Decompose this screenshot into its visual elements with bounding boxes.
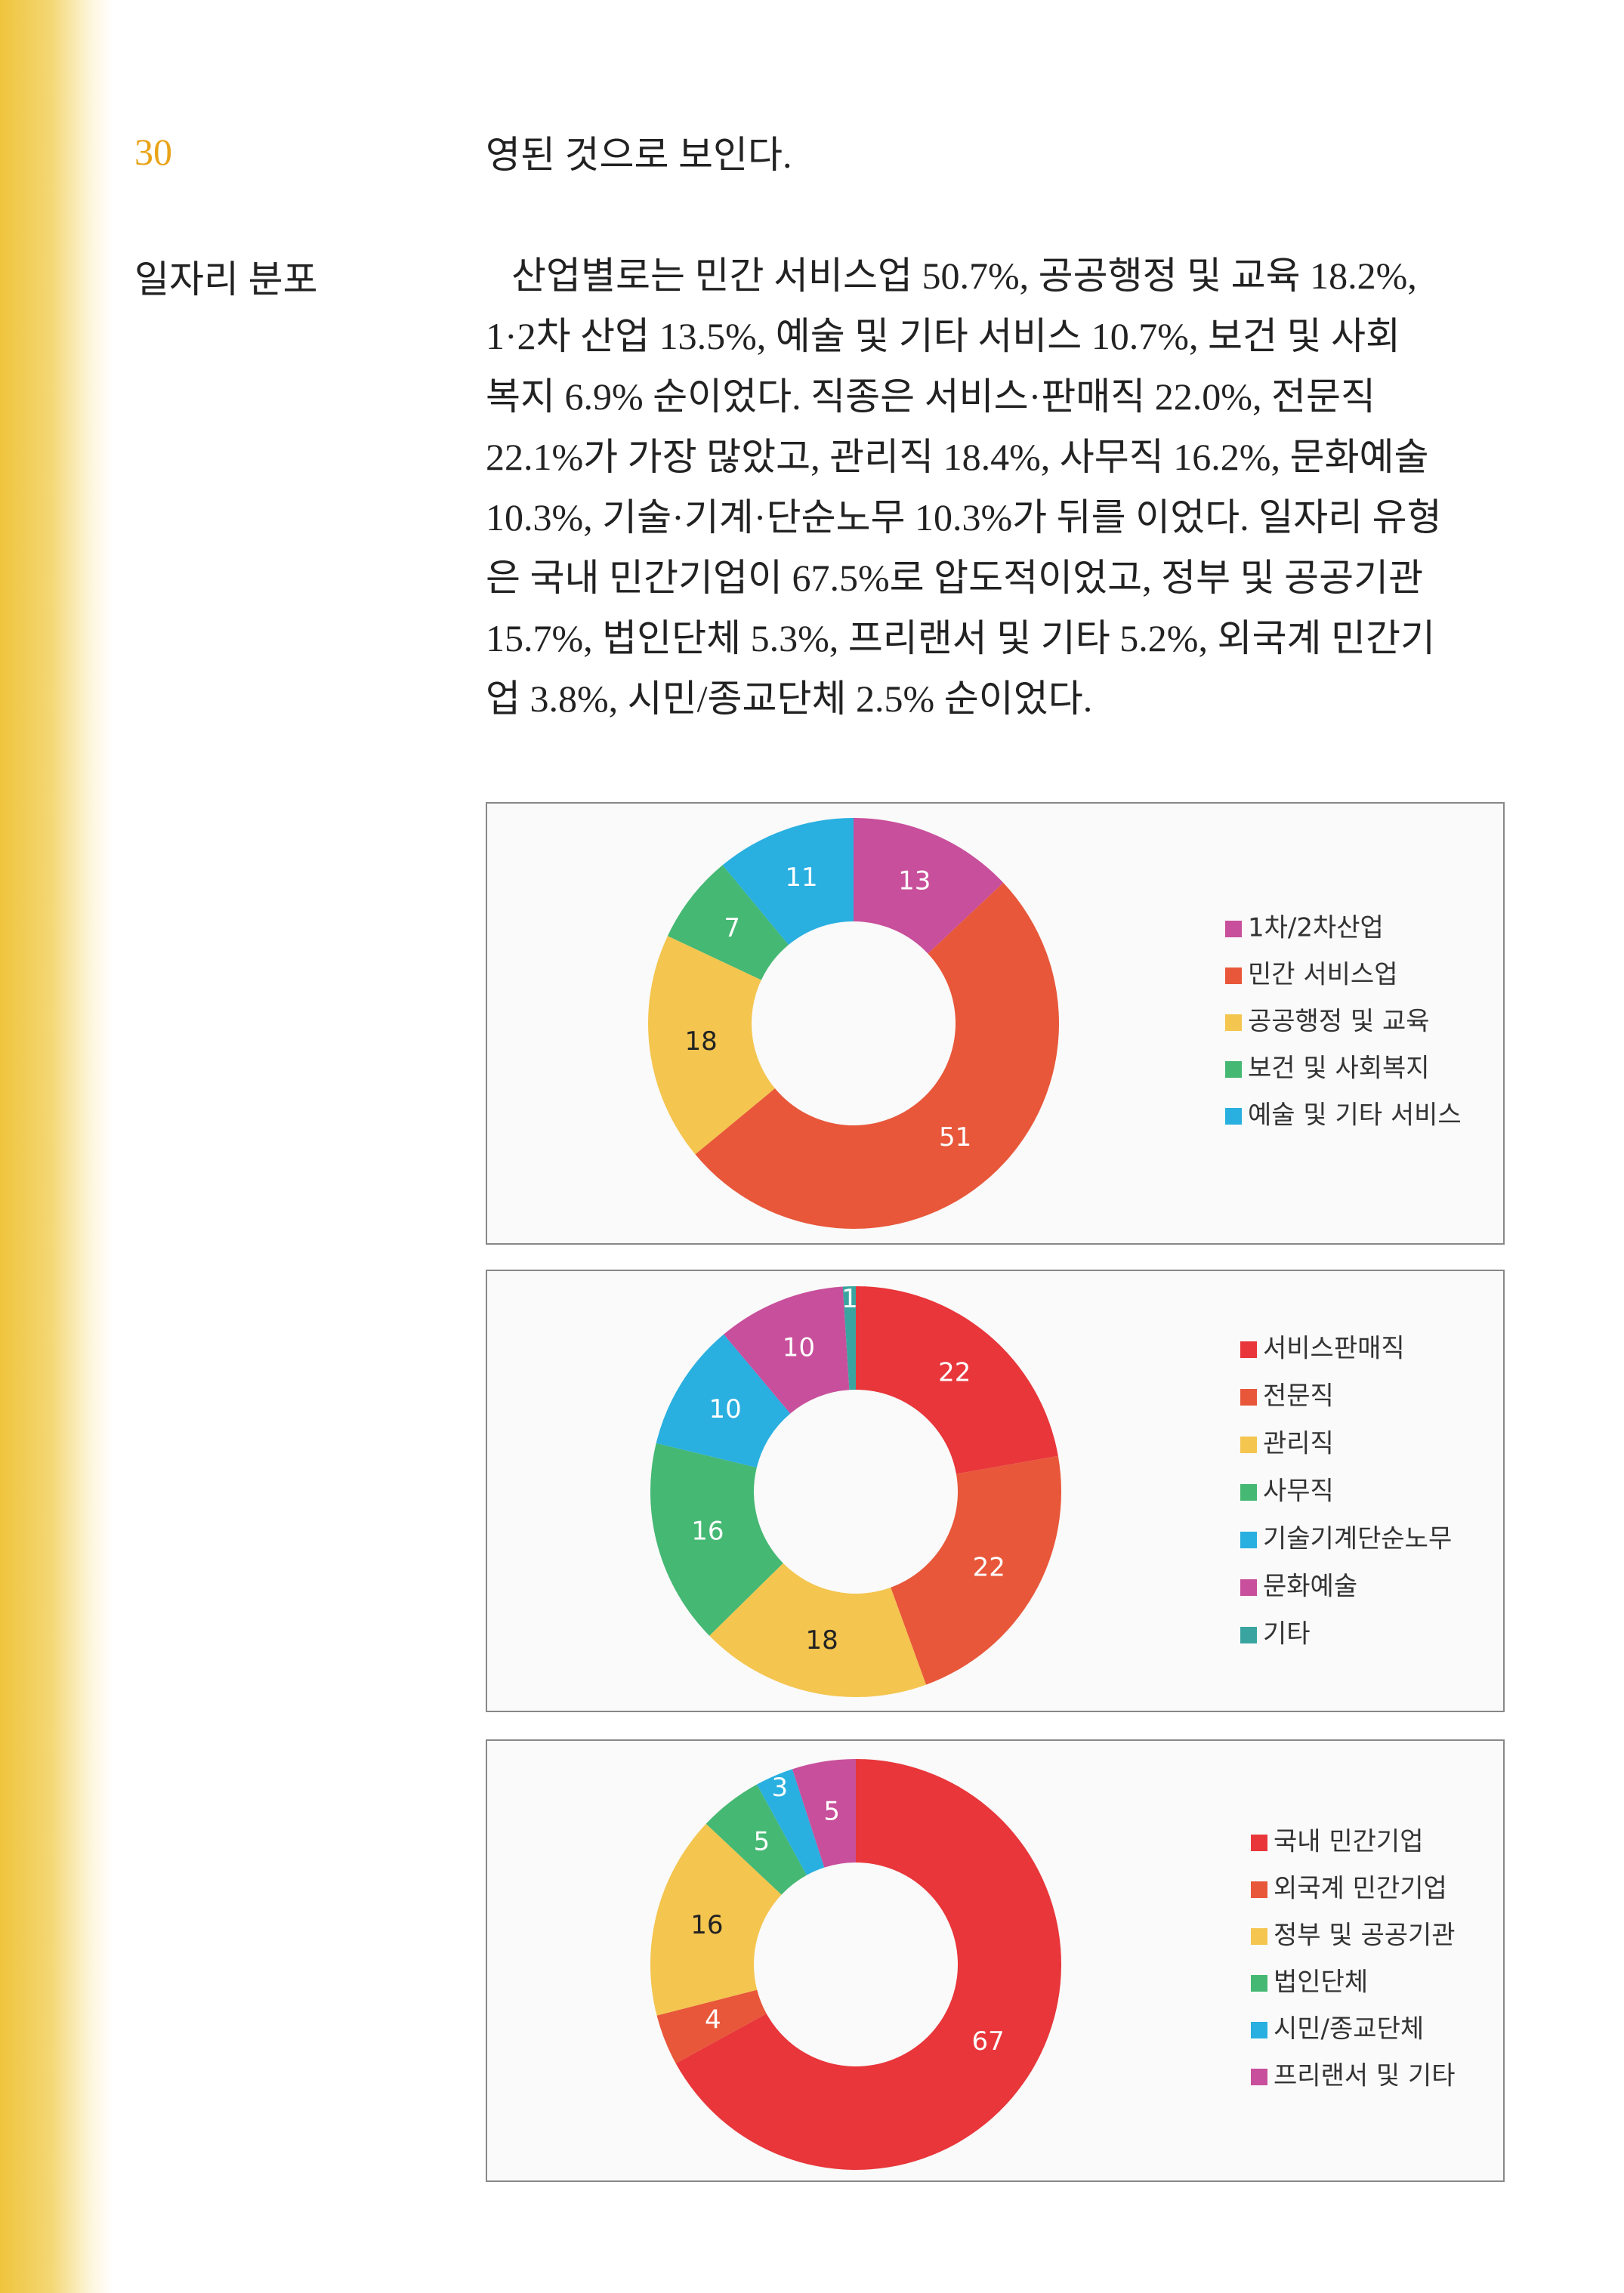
legend-label: 전문직 xyxy=(1263,1381,1334,1412)
legend-label: 문화예술 xyxy=(1263,1572,1357,1602)
legend-swatch xyxy=(1225,1108,1242,1125)
legend-swatch xyxy=(1240,1437,1257,1453)
donut-chart: 22 22 18 16 10 10 1 서비스판매직전문직관리직사무직기술기계단순노무문화예술… xyxy=(650,1284,1452,1697)
legend-label: 정부 및 공공기관 xyxy=(1274,1921,1456,1951)
legend-swatch xyxy=(1225,921,1242,937)
continued-line: 영된 것으로 보인다. xyxy=(486,134,792,176)
data-label: 16 xyxy=(691,1517,724,1547)
donut-slice xyxy=(705,1784,807,1895)
legend-label: 기술기계단순노무 xyxy=(1263,1524,1452,1554)
data-label: 22 xyxy=(938,1358,971,1388)
legend-label: 법인단체 xyxy=(1274,1967,1368,1998)
data-label: 11 xyxy=(785,863,817,893)
paragraph-line: 22.1%가 가장 많았고, 관리직 18.4%, 사무직 16.2%, 문화예… xyxy=(486,436,1429,478)
legend-swatch xyxy=(1225,1014,1242,1031)
legend-label: 서비스판매직 xyxy=(1263,1334,1405,1364)
legend-label: 프리랜서 및 기타 xyxy=(1274,2061,1456,2091)
donut-slice xyxy=(650,1823,782,2016)
data-label: 7 xyxy=(724,913,740,943)
data-label: 13 xyxy=(898,866,931,897)
legend-label: 시민/종교단체 xyxy=(1274,2014,1424,2045)
legend-label: 예술 및 기타 서비스 xyxy=(1248,1100,1462,1131)
donut-slice xyxy=(709,1563,927,1697)
donut-slice xyxy=(792,1759,856,1868)
legend-label: 공공행정 및 교육 xyxy=(1248,1007,1430,1037)
paragraph-line: 1·2차 산업 13.5%, 예술 및 기타 서비스 10.7%, 보건 및 사… xyxy=(486,315,1400,357)
data-label: 5 xyxy=(753,1827,770,1857)
data-label: 51 xyxy=(939,1122,971,1153)
legend-swatch xyxy=(1240,1389,1257,1406)
data-label: 5 xyxy=(823,1797,840,1827)
legend-label: 민간 서비스업 xyxy=(1248,960,1398,990)
legend-swatch xyxy=(1240,1532,1257,1548)
legend-swatch xyxy=(1240,1341,1257,1358)
paragraph-line: 10.3%, 기술·기계·단순노무 10.3%가 뒤를 이었다. 일자리 유형 xyxy=(486,496,1442,539)
chart-box: 67 4 16 5 3 5 국내 민간기업 외국계 민간기업 정부 및 공공기관 법인단체 시민/종… xyxy=(486,1739,1505,2182)
donut-slice xyxy=(842,1286,856,1390)
donut-slice xyxy=(695,882,1059,1229)
data-label: 4 xyxy=(705,2004,721,2035)
donut-slice xyxy=(650,1443,783,1636)
legend-swatch xyxy=(1225,1061,1242,1078)
donut-slice xyxy=(648,936,775,1155)
legend-swatch xyxy=(1251,1835,1267,1851)
data-label: 16 xyxy=(690,1910,723,1940)
legend-label: 1차/2차산업 xyxy=(1248,913,1384,943)
data-label: 18 xyxy=(684,1026,717,1057)
legend-swatch xyxy=(1251,1928,1267,1945)
legend-swatch xyxy=(1251,1975,1267,1992)
data-label: 1 xyxy=(841,1284,858,1314)
legend-swatch xyxy=(1251,1881,1267,1898)
page-number: 30 xyxy=(134,131,172,173)
legend-label: 기타 xyxy=(1263,1619,1311,1650)
donut-slice xyxy=(656,1334,791,1468)
legend-swatch xyxy=(1240,1579,1257,1596)
data-label: 3 xyxy=(772,1773,789,1803)
legend-label: 외국계 민간기업 xyxy=(1274,1874,1447,1904)
legend-swatch xyxy=(1240,1484,1257,1501)
data-label: 22 xyxy=(973,1552,1005,1582)
data-label: 67 xyxy=(972,2026,1005,2057)
donut-slice xyxy=(756,1769,825,1875)
data-label: 18 xyxy=(806,1625,838,1656)
legend-swatch xyxy=(1240,1627,1257,1643)
donut-slice xyxy=(891,1455,1061,1685)
sidebar-heading: 일자리 분포 xyxy=(134,258,318,301)
donut-slice xyxy=(722,818,854,945)
donut-slice xyxy=(856,1286,1058,1474)
data-label: 10 xyxy=(783,1333,815,1363)
paragraph: 산업별로는 민간 서비스업 50.7%, 공공행정 및 교육 18.2%, 1·2… xyxy=(486,245,1442,729)
legend-label: 국내 민간기업 xyxy=(1274,1827,1424,1857)
donut-slice xyxy=(667,865,789,980)
donut-slice xyxy=(724,1286,850,1414)
side-strip xyxy=(0,0,113,2293)
data-label: 10 xyxy=(709,1394,741,1424)
legend-swatch xyxy=(1251,2022,1267,2038)
donut-slice xyxy=(854,818,1004,954)
paragraph-line: 복지 6.9% 순이었다. 직종은 서비스·판매직 22.0%, 전문직 xyxy=(486,375,1375,418)
paragraph-line: 은 국내 민간기업이 67.5%로 압도적이었고, 정부 및 공공기관 xyxy=(486,557,1424,599)
donut-slice xyxy=(675,1759,1061,2170)
paragraph-line: 15.7%, 법인단체 5.3%, 프리랜서 및 기타 5.2%, 외국계 민간… xyxy=(486,617,1435,659)
legend-label: 관리직 xyxy=(1263,1429,1334,1459)
legend-label: 보건 및 사회복지 xyxy=(1248,1054,1430,1084)
legend-swatch xyxy=(1251,2069,1267,2085)
paragraph-line: 업 3.8%, 시민/종교단체 2.5% 순이었다. xyxy=(486,677,1093,720)
donut-slice xyxy=(656,1989,767,2064)
paragraph-line: 산업별로는 민간 서비스업 50.7%, 공공행정 및 교육 18.2%, xyxy=(511,255,1417,297)
legend-label: 사무직 xyxy=(1263,1477,1334,1507)
legend-swatch xyxy=(1225,968,1242,984)
